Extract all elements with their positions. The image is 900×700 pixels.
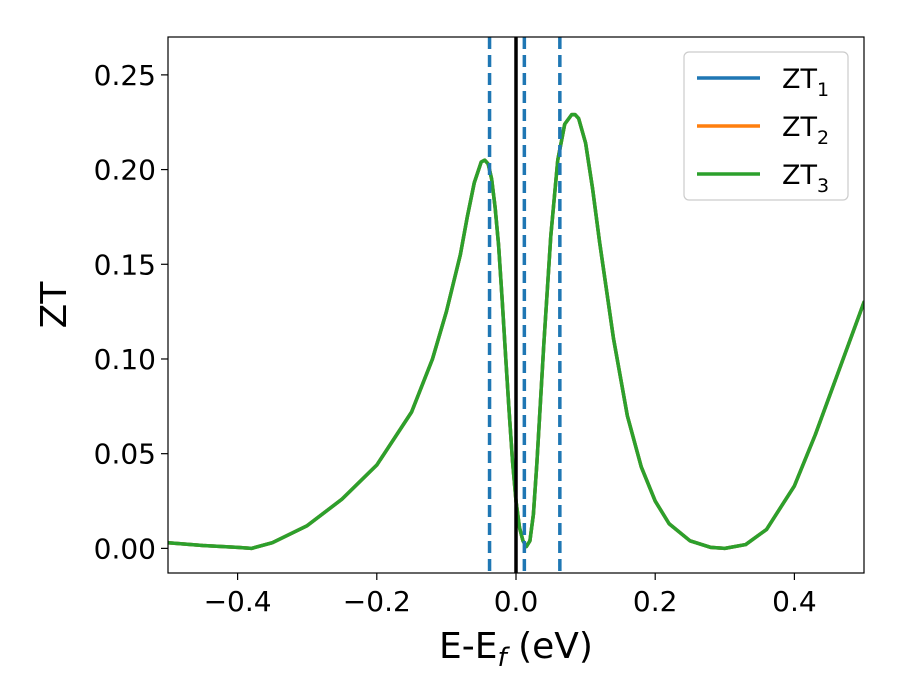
x-axis-label: E-Ef (eV) <box>439 626 593 673</box>
legend: ZT1 ZT2 ZT3 <box>683 51 849 201</box>
legend-label-zt1: ZT1 <box>782 64 829 101</box>
x-tick-label: 0.0 <box>494 585 539 618</box>
y-tick-label: 0.15 <box>94 248 156 281</box>
x-tick-label: 0.4 <box>772 585 817 618</box>
y-tick-label: 0.05 <box>94 438 156 471</box>
x-axis-label-unit: (eV) <box>507 626 593 667</box>
x-axis: −0.4 −0.2 0.0 0.2 0.4 <box>204 573 817 618</box>
y-tick-label: 0.00 <box>94 532 156 565</box>
plot-area <box>168 37 864 573</box>
y-tick-label: 0.10 <box>94 343 156 376</box>
y-axis-label: ZT <box>34 281 75 329</box>
legend-label-zt3: ZT3 <box>782 160 829 197</box>
x-tick-label: 0.2 <box>633 585 678 618</box>
legend-box <box>683 51 849 201</box>
y-axis: 0.00 0.05 0.10 0.15 0.20 0.25 <box>94 59 168 565</box>
series-line-zt3 <box>168 112 864 551</box>
x-tick-label: −0.2 <box>343 585 411 618</box>
legend-label-zt2: ZT2 <box>782 112 829 149</box>
y-tick-label: 0.20 <box>94 154 156 187</box>
x-axis-label-main: E-E <box>439 626 497 667</box>
y-tick-label: 0.25 <box>94 59 156 92</box>
x-tick-label: −0.4 <box>204 585 272 618</box>
